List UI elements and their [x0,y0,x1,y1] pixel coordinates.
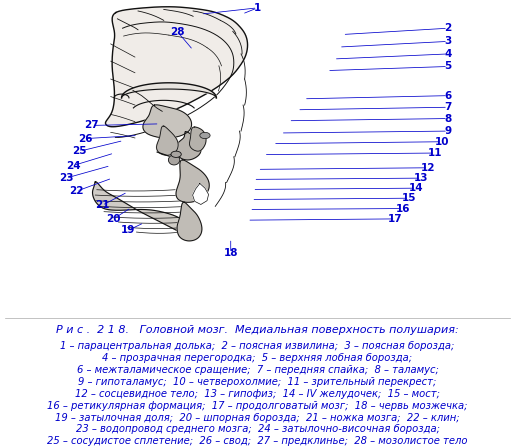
Text: 28: 28 [170,27,185,37]
Text: 22: 22 [69,186,83,196]
Text: 14: 14 [409,183,423,193]
Circle shape [171,151,181,157]
Text: 8: 8 [444,113,452,124]
Text: 23 – водопровод среднего мозга;  24 – затылочно-височная борозда;: 23 – водопровод среднего мозга; 24 – зат… [76,425,439,435]
Text: 10: 10 [435,137,449,147]
Text: 19 – затылочная доля;  20 – шпорная борозда;  21 – ножка мозга;  22 – клин;: 19 – затылочная доля; 20 – шпорная бороз… [55,413,460,422]
Text: 27: 27 [84,121,99,130]
Text: 16 – ретикулярная формация;  17 – продолговатый мозг;  18 – червь мозжечка;: 16 – ретикулярная формация; 17 – продолг… [47,401,468,410]
Text: 17: 17 [388,214,403,224]
Text: 6 – межталамическое сращение;  7 – передняя спайка;  8 – таламус;: 6 – межталамическое сращение; 7 – передн… [77,365,438,375]
Text: 12: 12 [421,163,436,173]
Text: 4 – прозрачная перегородка;  5 – верхняя лобная борозда;: 4 – прозрачная перегородка; 5 – верхняя … [102,353,413,363]
Text: 25 – сосудистое сплетение;  26 – свод;  27 – предклинье;  28 – мозолистое тело: 25 – сосудистое сплетение; 26 – свод; 27… [47,436,468,446]
Text: 4: 4 [444,49,452,59]
Polygon shape [143,105,192,138]
Text: 26: 26 [78,134,92,144]
Text: 21: 21 [95,200,109,211]
Text: 1: 1 [254,3,261,13]
Polygon shape [176,132,201,160]
Text: 19: 19 [121,225,135,236]
Text: 12 – сосцевидное тело;  13 – гипофиз;  14 – IV желудочек;  15 – мост;: 12 – сосцевидное тело; 13 – гипофиз; 14 … [75,389,440,399]
Polygon shape [177,202,202,241]
Text: 9: 9 [444,126,452,136]
Text: 9 – гипоталамус;  10 – четверохолмие;  11 – зрительный перекрест;: 9 – гипоталамус; 10 – четверохолмие; 11 … [78,377,437,387]
Text: 7: 7 [444,102,452,112]
Text: 24: 24 [66,160,80,171]
Text: 18: 18 [224,248,238,258]
Polygon shape [106,7,248,127]
Text: 13: 13 [414,173,428,183]
Text: 15: 15 [402,193,417,203]
Text: 23: 23 [59,173,73,183]
Text: 3: 3 [444,36,452,47]
Polygon shape [93,182,194,236]
Text: 20: 20 [106,214,121,224]
Text: 11: 11 [428,148,442,158]
Circle shape [200,132,210,138]
Polygon shape [176,160,209,202]
Polygon shape [157,126,178,155]
Ellipse shape [168,155,180,165]
Text: 2: 2 [444,23,452,33]
Text: 5: 5 [444,61,452,72]
Polygon shape [193,184,209,204]
Polygon shape [190,127,206,151]
Text: 25: 25 [73,146,87,156]
Text: 1 – парацентральная долька;  2 – поясная извилина;  3 – поясная борозда;: 1 – парацентральная долька; 2 – поясная … [60,341,455,351]
Text: 6: 6 [444,90,452,101]
Text: Р и с .  2 1 8.   Головной мозг.  Медиальная поверхность полушария:: Р и с . 2 1 8. Головной мозг. Медиальная… [56,325,459,335]
Text: 16: 16 [396,203,410,214]
